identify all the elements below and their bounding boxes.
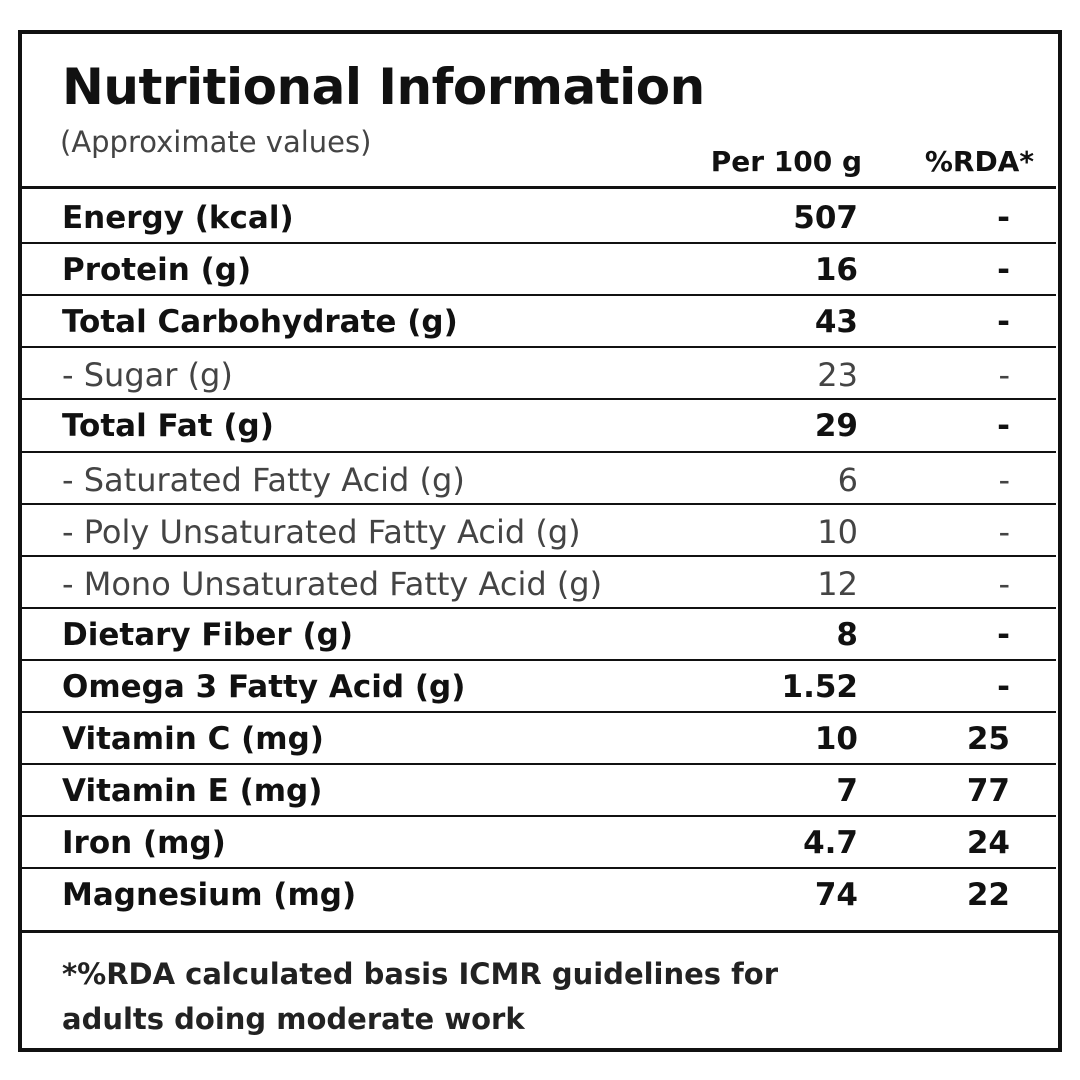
row-rda: - [997,252,1010,289]
row-value: 23 [817,356,858,395]
row-label: Energy (kcal) [62,200,294,237]
row-rda: - [998,460,1010,499]
subtitle: (Approximate values) [60,125,372,159]
row-label: Dietary Fiber (g) [62,616,354,653]
row-rule [22,554,1056,557]
row-value: 8 [836,616,858,653]
row-rule [22,502,1056,505]
row-label: Vitamin E (mg) [62,773,323,810]
row-label: - Poly Unsaturated Fatty Acid (g) [62,512,581,551]
row-label: Omega 3 Fatty Acid (g) [62,668,466,705]
header-rule [22,186,1056,189]
column-header: Per 100 g [710,145,862,178]
row-rule [22,658,1056,661]
footnote: *%RDA calculated basis ICMR guidelines f… [62,957,779,991]
row-rule [22,242,1056,245]
row-label: Total Carbohydrate (g) [62,304,458,341]
nutrition-panel: Nutritional Information (Approximate val… [18,30,1062,1052]
row-label: Vitamin C (mg) [62,721,324,758]
row-rule [22,294,1056,297]
row-rda: - [997,304,1010,341]
row-rule [22,711,1056,713]
row-value: 10 [817,512,858,551]
row-label: - Sugar (g) [62,356,233,395]
row-value: 43 [814,304,858,341]
row-label: - Mono Unsaturated Fatty Acid (g) [62,564,603,603]
row-value: 7 [836,773,858,810]
row-value: 10 [814,721,858,758]
row-rda: - [998,512,1010,551]
row-label: Protein (g) [62,252,252,289]
column-header: %RDA* [924,145,1034,178]
row-value: 4.7 [803,825,858,862]
row-rule [22,346,1056,349]
footnote: adults doing moderate work [62,1002,525,1036]
row-rda: - [997,668,1010,705]
row-value: 507 [793,200,858,237]
row-rule [22,867,1056,870]
row-label: - Saturated Fatty Acid (g) [62,460,465,499]
row-rule [22,815,1056,818]
row-label: Total Fat (g) [62,408,274,445]
row-rule [22,763,1056,766]
row-rda: - [997,616,1010,653]
row-rda: - [997,408,1010,445]
row-rda: 77 [966,773,1010,810]
row-label: Magnesium (mg) [62,877,357,914]
row-rule [22,606,1056,609]
row-value: 6 [837,460,858,499]
row-value: 29 [814,408,858,445]
row-value: 74 [814,877,858,914]
row-value: 1.52 [781,668,859,705]
row-value: 16 [814,252,858,289]
row-rda: 22 [966,877,1010,914]
row-rda: 24 [966,825,1010,862]
title: Nutritional Information [62,58,705,116]
row-rda: - [998,356,1010,395]
row-rda: - [998,564,1010,603]
footer-rule [22,930,1058,933]
row-rule [22,398,1056,401]
row-rda: - [997,200,1010,237]
row-label: Iron (mg) [62,825,226,862]
row-rule [22,450,1056,453]
row-rda: 25 [966,721,1010,758]
row-value: 12 [817,564,858,603]
